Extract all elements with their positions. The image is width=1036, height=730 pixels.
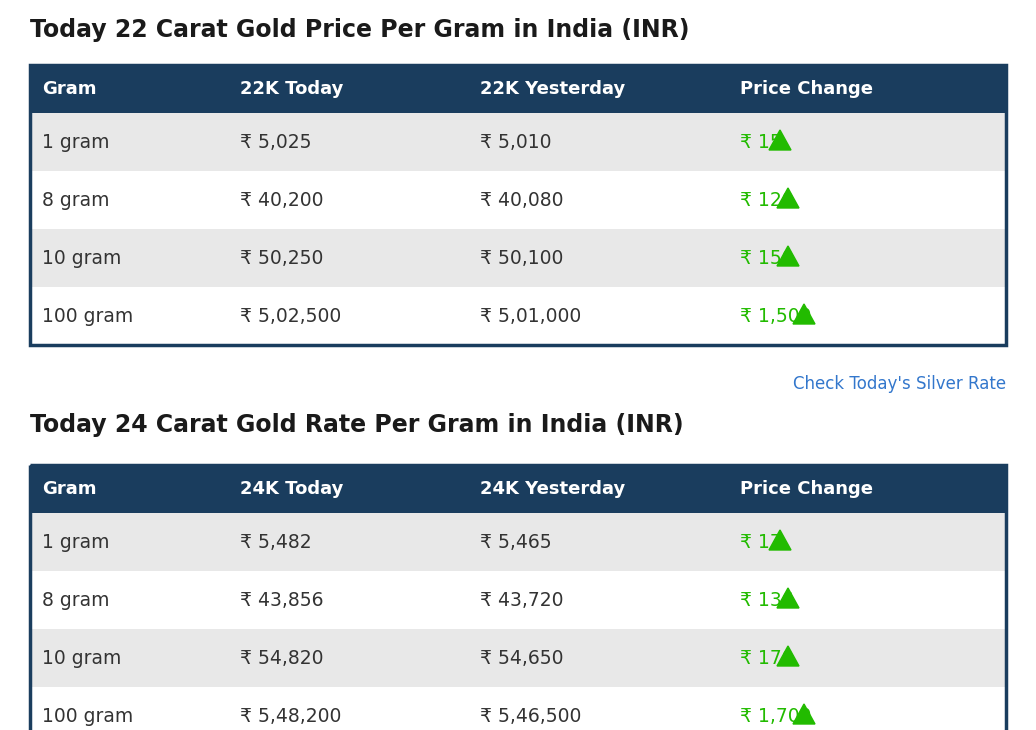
Bar bbox=[30, 65, 1006, 345]
Text: ₹ 43,856: ₹ 43,856 bbox=[240, 591, 323, 610]
Bar bbox=[30, 629, 1006, 687]
Text: ₹ 17: ₹ 17 bbox=[740, 532, 782, 551]
Text: ₹ 5,010: ₹ 5,010 bbox=[480, 133, 551, 152]
Polygon shape bbox=[777, 188, 799, 208]
Text: Today 24 Carat Gold Rate Per Gram in India (INR): Today 24 Carat Gold Rate Per Gram in Ind… bbox=[30, 413, 684, 437]
Text: ₹ 5,46,500: ₹ 5,46,500 bbox=[480, 707, 581, 726]
Text: ₹ 54,820: ₹ 54,820 bbox=[240, 648, 323, 667]
Bar bbox=[30, 687, 1006, 730]
Text: ₹ 120: ₹ 120 bbox=[740, 191, 794, 210]
Text: Check Today's Silver Rate: Check Today's Silver Rate bbox=[793, 375, 1006, 393]
Text: ₹ 54,650: ₹ 54,650 bbox=[480, 648, 564, 667]
Text: 1 gram: 1 gram bbox=[42, 133, 110, 152]
Bar bbox=[30, 113, 1006, 171]
Text: 8 gram: 8 gram bbox=[42, 191, 110, 210]
Bar bbox=[30, 287, 1006, 345]
Text: Price Change: Price Change bbox=[740, 480, 873, 498]
Bar bbox=[30, 465, 1006, 730]
Text: ₹ 5,48,200: ₹ 5,48,200 bbox=[240, 707, 342, 726]
Bar bbox=[30, 65, 1006, 113]
Text: 100 gram: 100 gram bbox=[42, 707, 134, 726]
Text: ₹ 15: ₹ 15 bbox=[740, 133, 782, 152]
Text: ₹ 50,250: ₹ 50,250 bbox=[240, 248, 323, 267]
Text: 10 gram: 10 gram bbox=[42, 648, 121, 667]
Polygon shape bbox=[777, 588, 799, 608]
Text: ₹ 1,700: ₹ 1,700 bbox=[740, 707, 811, 726]
Text: ₹ 5,025: ₹ 5,025 bbox=[240, 133, 312, 152]
Text: ₹ 50,100: ₹ 50,100 bbox=[480, 248, 564, 267]
Bar bbox=[30, 465, 1006, 513]
Polygon shape bbox=[777, 246, 799, 266]
Text: Gram: Gram bbox=[42, 480, 96, 498]
Polygon shape bbox=[793, 304, 815, 324]
Polygon shape bbox=[793, 704, 815, 724]
Text: 22K Today: 22K Today bbox=[240, 80, 343, 98]
Polygon shape bbox=[769, 130, 792, 150]
Text: Gram: Gram bbox=[42, 80, 96, 98]
Text: 22K Yesterday: 22K Yesterday bbox=[480, 80, 626, 98]
Text: ₹ 170: ₹ 170 bbox=[740, 648, 794, 667]
Text: ₹ 5,02,500: ₹ 5,02,500 bbox=[240, 307, 341, 326]
Text: ₹ 5,482: ₹ 5,482 bbox=[240, 532, 312, 551]
Text: ₹ 136: ₹ 136 bbox=[740, 591, 794, 610]
Text: 8 gram: 8 gram bbox=[42, 591, 110, 610]
Text: ₹ 5,01,000: ₹ 5,01,000 bbox=[480, 307, 581, 326]
Bar bbox=[30, 171, 1006, 229]
Bar bbox=[30, 513, 1006, 571]
Text: ₹ 1,500: ₹ 1,500 bbox=[740, 307, 811, 326]
Text: Price Change: Price Change bbox=[740, 80, 873, 98]
Text: 10 gram: 10 gram bbox=[42, 248, 121, 267]
Text: 1 gram: 1 gram bbox=[42, 532, 110, 551]
Text: ₹ 5,465: ₹ 5,465 bbox=[480, 532, 551, 551]
Text: ₹ 40,200: ₹ 40,200 bbox=[240, 191, 323, 210]
Text: 24K Yesterday: 24K Yesterday bbox=[480, 480, 626, 498]
Text: 100 gram: 100 gram bbox=[42, 307, 134, 326]
Text: ₹ 40,080: ₹ 40,080 bbox=[480, 191, 564, 210]
Bar bbox=[30, 229, 1006, 287]
Bar bbox=[30, 571, 1006, 629]
Text: Today 22 Carat Gold Price Per Gram in India (INR): Today 22 Carat Gold Price Per Gram in In… bbox=[30, 18, 690, 42]
Text: ₹ 150: ₹ 150 bbox=[740, 248, 794, 267]
Text: 24K Today: 24K Today bbox=[240, 480, 343, 498]
Polygon shape bbox=[769, 530, 792, 550]
Text: ₹ 43,720: ₹ 43,720 bbox=[480, 591, 564, 610]
Polygon shape bbox=[777, 646, 799, 666]
